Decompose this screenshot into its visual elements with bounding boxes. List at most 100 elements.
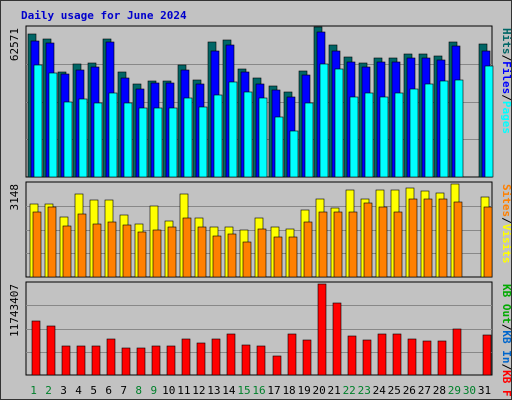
bar-kb-f-day-14	[226, 333, 236, 376]
bar-kb-f-day-22	[347, 335, 357, 376]
x-tick-day-28: 28	[433, 384, 446, 397]
x-tick-day-6: 6	[105, 384, 112, 397]
bar-pages-day-18	[289, 130, 299, 178]
legend-item-sites: Sites	[500, 184, 511, 217]
bar-kb-f-day-17	[272, 355, 282, 376]
bar-sites-day-24	[378, 206, 388, 278]
x-tick-day-2: 2	[45, 384, 52, 397]
x-tick-day-7: 7	[120, 384, 127, 397]
bar-sites-day-14	[227, 233, 237, 278]
bar-kb-f-day-8	[136, 347, 146, 376]
x-tick-day-13: 13	[207, 384, 220, 397]
bar-sites-day-6	[107, 221, 117, 278]
bar-kb-f-day-24	[377, 333, 387, 376]
legend-visits_sites: Sites/Visits	[500, 184, 511, 264]
bar-pages-day-28	[439, 80, 449, 178]
bar-sites-day-3	[62, 225, 72, 278]
bar-pages-day-12	[198, 106, 208, 178]
bar-sites-day-21	[333, 211, 343, 278]
bar-kb-f-day-2	[46, 325, 56, 376]
x-tick-day-27: 27	[418, 384, 431, 397]
bar-pages-day-5	[93, 102, 103, 178]
bar-pages-day-17	[274, 116, 284, 178]
bar-kb-f-day-29	[452, 328, 462, 376]
bar-sites-day-1	[32, 211, 42, 278]
bar-pages-day-10	[168, 107, 178, 178]
x-tick-day-3: 3	[60, 384, 67, 397]
bar-sites-day-12	[197, 226, 207, 278]
legend-separator: /	[500, 217, 511, 224]
bar-sites-day-15	[242, 241, 252, 278]
bar-kb-f-day-16	[256, 345, 266, 376]
legend-item-kb-f: KB F	[500, 370, 511, 397]
bar-kb-f-day-4	[76, 345, 86, 376]
bar-kb-f-day-21	[332, 302, 342, 376]
bar-sites-day-2	[47, 206, 57, 278]
legend-item-kb-in: KB In	[500, 330, 511, 363]
bar-kb-f-day-19	[302, 339, 312, 376]
x-tick-day-25: 25	[388, 384, 401, 397]
bar-sites-day-26	[408, 198, 418, 278]
bar-pages-day-16	[258, 97, 268, 178]
bar-sites-day-29	[453, 201, 463, 278]
bar-sites-day-16	[257, 228, 267, 278]
x-tick-day-21: 21	[328, 384, 341, 397]
bar-kb-f-day-6	[106, 338, 116, 376]
legend-separator: /	[500, 364, 511, 371]
bar-sites-day-25	[393, 211, 403, 278]
x-tick-day-22: 22	[343, 384, 356, 397]
bar-sites-day-17	[273, 236, 283, 278]
bar-kb-f-day-20	[317, 283, 327, 376]
bar-sites-day-5	[92, 223, 102, 278]
x-tick-day-4: 4	[75, 384, 82, 397]
bar-pages-day-11	[183, 97, 193, 178]
legend-separator: /	[500, 55, 511, 62]
bar-pages-day-8	[138, 107, 148, 178]
bar-sites-day-31	[483, 206, 493, 278]
x-tick-day-19: 19	[297, 384, 310, 397]
bar-sites-day-22	[348, 211, 358, 278]
x-tick-day-14: 14	[222, 384, 236, 397]
x-tick-day-24: 24	[373, 384, 387, 397]
bar-pages-day-13	[213, 94, 223, 178]
bar-sites-day-27	[423, 198, 433, 278]
bar-sites-day-20	[318, 211, 328, 278]
bar-pages-day-25	[394, 92, 404, 178]
bar-sites-day-18	[288, 236, 298, 278]
bar-kb-f-day-1	[31, 320, 41, 376]
bar-kb-f-day-26	[407, 338, 417, 376]
bar-kb-f-day-18	[287, 333, 297, 376]
x-tick-day-20: 20	[313, 384, 326, 397]
bar-kb-f-day-12	[196, 342, 206, 376]
bar-pages-day-2	[48, 72, 58, 178]
chart-title: Daily usage for June 2024	[21, 9, 187, 22]
bar-sites-day-11	[182, 217, 192, 278]
y-max-label-hits_files_pages: 62571	[8, 28, 21, 61]
bar-kb-f-day-11	[181, 338, 191, 376]
bar-sites-day-7	[122, 224, 132, 278]
bar-kb-f-day-23	[362, 339, 372, 376]
legend-item-kb-out: KB Out	[500, 284, 511, 324]
x-tick-day-1: 1	[30, 384, 37, 397]
bar-pages-day-23	[364, 92, 374, 178]
bar-pages-day-7	[123, 102, 133, 178]
y-max-label-visits_sites: 3148	[8, 184, 21, 211]
x-tick-day-9: 9	[150, 384, 157, 397]
x-tick-day-8: 8	[135, 384, 142, 397]
panel-visits_sites: 3148 Sites/Visits	[8, 181, 511, 278]
x-tick-day-17: 17	[267, 384, 280, 397]
bar-kb-f-day-25	[392, 333, 402, 376]
legend-separator: /	[500, 324, 511, 331]
x-tick-day-23: 23	[358, 384, 371, 397]
bar-sites-day-10	[167, 226, 177, 278]
bar-pages-day-19	[304, 102, 314, 178]
bar-kb-f-day-5	[91, 345, 101, 376]
bar-kb-f-day-3	[61, 345, 71, 376]
x-tick-day-15: 15	[237, 384, 250, 397]
bar-kb-f-day-27	[422, 340, 432, 376]
bar-pages-day-24	[379, 96, 389, 178]
bar-pages-day-14	[228, 81, 238, 178]
